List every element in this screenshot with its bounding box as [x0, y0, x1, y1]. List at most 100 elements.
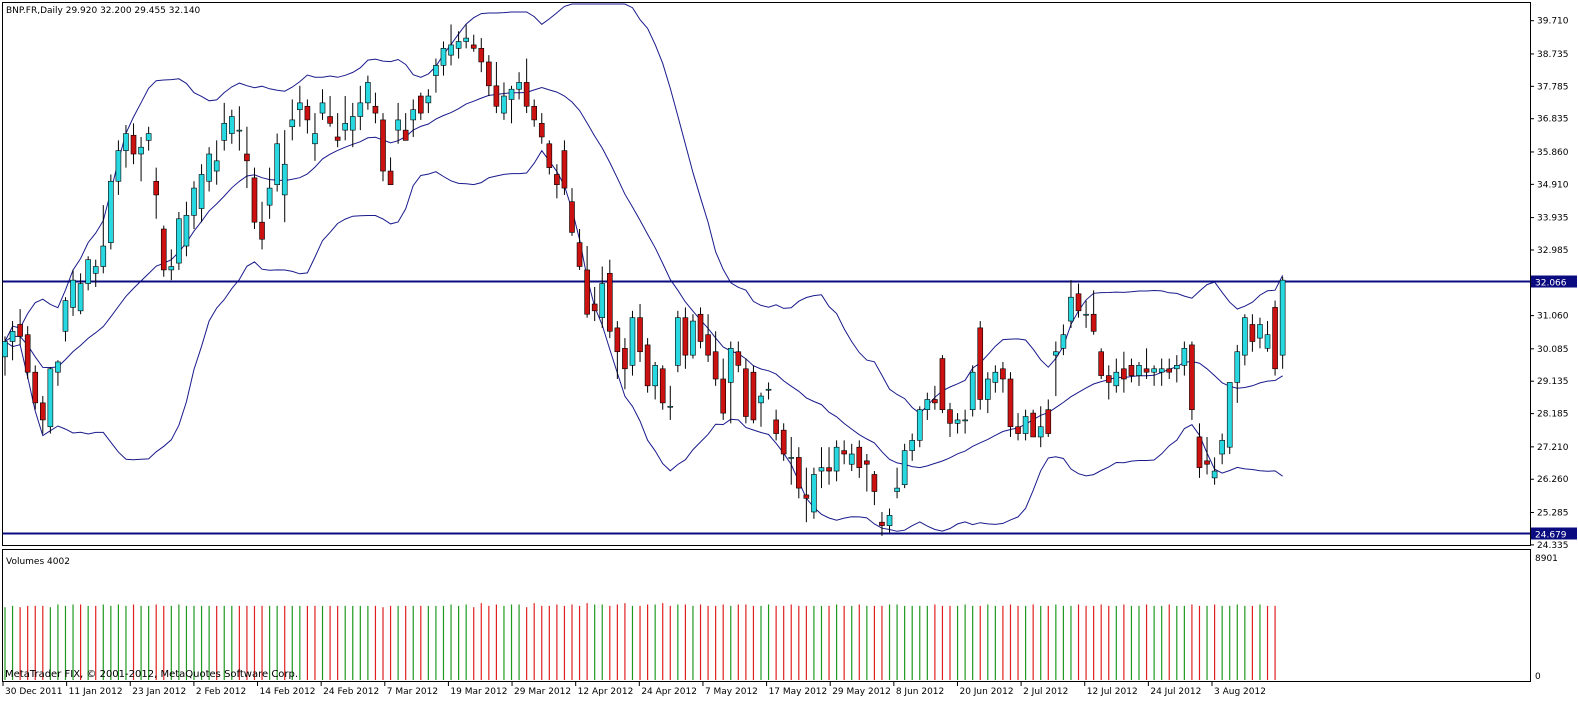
candle: [856, 440, 863, 478]
candle-body: [327, 116, 333, 124]
candle: [85, 256, 91, 291]
candle: [297, 85, 303, 127]
candle: [1196, 423, 1203, 478]
candle-body: [516, 82, 522, 90]
candle: [644, 338, 651, 393]
candle: [1000, 361, 1006, 393]
candle-body: [229, 116, 235, 134]
candle-body: [342, 123, 349, 131]
candle-body: [244, 153, 250, 162]
candle-body: [191, 187, 197, 216]
candle-body: [115, 150, 122, 182]
candle-body: [1053, 351, 1059, 356]
candle-body: [1030, 412, 1036, 438]
candle: [395, 102, 401, 144]
upper-band-line: [4, 3, 1284, 415]
candle-body: [349, 116, 356, 131]
candle: [153, 167, 159, 219]
candle: [70, 269, 76, 316]
candle-body: [1226, 382, 1233, 448]
candle: [448, 24, 454, 66]
candle: [39, 396, 46, 434]
candle: [1272, 300, 1278, 376]
candle: [1015, 413, 1021, 441]
candle: [939, 355, 946, 414]
candle: [871, 471, 878, 506]
bollinger-bands: [4, 3, 1284, 532]
candle: [17, 309, 23, 345]
candle-body: [493, 85, 500, 107]
price-tick-label: 32.985: [1537, 246, 1569, 256]
candle-body: [1242, 317, 1248, 356]
candle-body: [77, 283, 84, 312]
candle-body: [856, 446, 863, 468]
candle: [349, 102, 356, 148]
candle-body: [486, 61, 492, 87]
horizontal-lines[interactable]: 32.066 24.679: [3, 275, 1577, 541]
candle-body: [697, 313, 704, 342]
candle: [826, 447, 832, 485]
candle-body: [1113, 371, 1120, 387]
candle: [319, 89, 326, 120]
candle: [463, 24, 469, 49]
candle: [576, 229, 583, 270]
candle: [342, 96, 349, 141]
candle-body: [901, 450, 908, 485]
candle: [327, 96, 333, 127]
candle: [622, 338, 628, 390]
candle: [637, 304, 643, 362]
candle-body: [1090, 313, 1097, 332]
candle-body: [2, 341, 8, 358]
time-tick-label: 30 Dec 2011: [5, 687, 63, 697]
candle: [848, 443, 855, 472]
candle: [417, 92, 424, 120]
candle-body: [55, 361, 61, 373]
candle-body: [153, 180, 159, 196]
candle: [1234, 344, 1241, 403]
candle-body: [591, 303, 598, 312]
candle-body: [85, 259, 91, 284]
candle: [289, 99, 296, 141]
candle: [221, 102, 228, 151]
candle-body: [659, 368, 666, 404]
candle: [561, 140, 568, 195]
candle-body: [32, 371, 39, 404]
candle-body: [138, 146, 144, 155]
candle-body: [599, 283, 606, 318]
candle: [55, 360, 61, 386]
candle-body: [236, 129, 243, 132]
candle-body: [62, 300, 69, 332]
candle-body: [969, 371, 976, 410]
candle: [2, 336, 8, 376]
candle-body: [1196, 436, 1203, 468]
candle-body: [1234, 351, 1241, 383]
candle: [486, 55, 492, 97]
candle: [1249, 314, 1256, 352]
candle-body: [848, 453, 855, 465]
candle: [833, 440, 840, 482]
time-tick-label: 12 Jul 2012: [1087, 687, 1138, 697]
candle: [440, 41, 447, 76]
candle: [879, 511, 885, 536]
candle-body: [727, 348, 734, 383]
time-tick-label: 2 Feb 2012: [196, 687, 246, 697]
candle: [9, 321, 16, 361]
time-tick-label: 23 Jan 2012: [132, 687, 186, 697]
volume-panel-frame: [2, 549, 1531, 682]
candle: [1060, 324, 1067, 356]
price-tick-label: 25.285: [1537, 508, 1569, 518]
candle-body: [939, 358, 946, 410]
candle-body: [637, 317, 643, 353]
middle-band-line: [4, 86, 1283, 469]
volume-scale-min: 0: [1535, 672, 1541, 682]
candle-body: [675, 317, 681, 366]
candle: [402, 113, 409, 141]
candle: [1211, 457, 1218, 485]
price-label-box: [1531, 527, 1577, 540]
candle-body: [705, 334, 711, 356]
candle: [206, 147, 212, 192]
candle: [62, 297, 69, 342]
candle: [705, 314, 711, 362]
candle: [1105, 365, 1112, 400]
candle: [811, 467, 817, 519]
